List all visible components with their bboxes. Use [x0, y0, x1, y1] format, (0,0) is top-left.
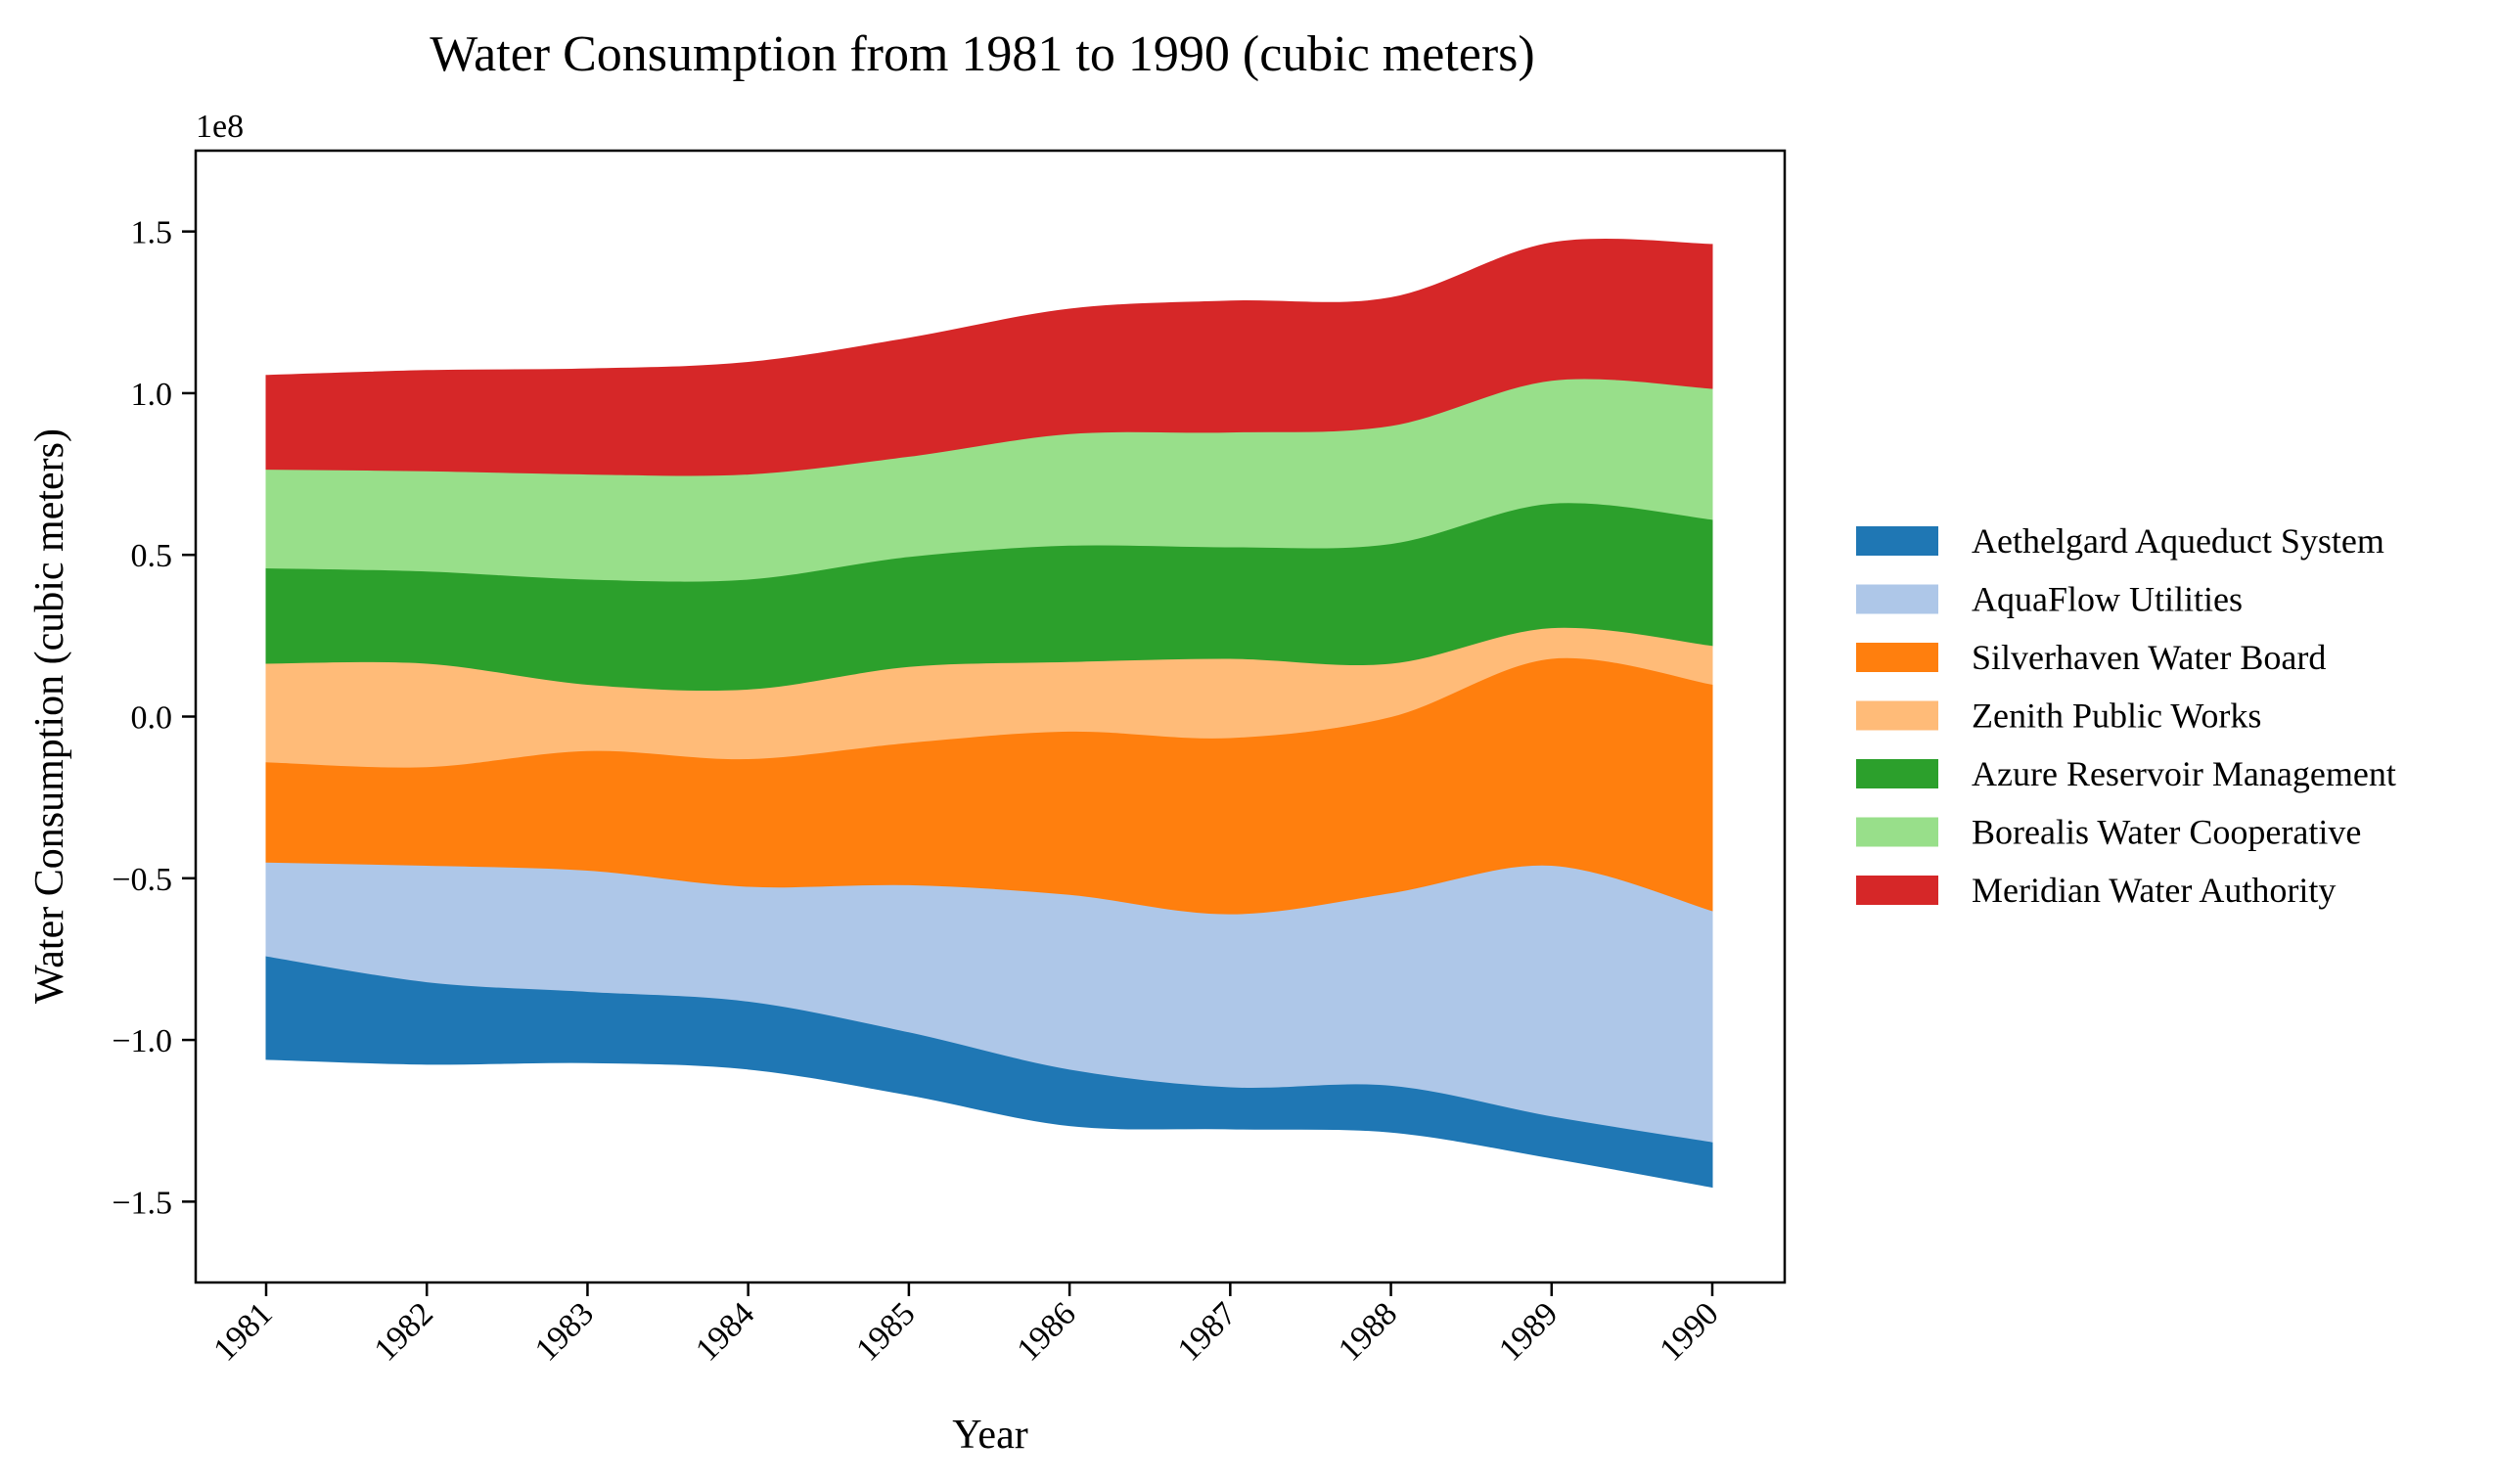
x-tick-label: 1981	[206, 1295, 279, 1368]
x-axis-title: Year	[952, 1413, 1027, 1458]
legend-label: Azure Reservoir Management	[1972, 754, 2396, 793]
x-tick-label: 1982	[368, 1295, 440, 1368]
legend-label: AquaFlow Utilities	[1972, 580, 2243, 619]
x-tick-label: 1987	[1171, 1295, 1244, 1368]
y-tick-label: 1.0	[131, 377, 173, 413]
legend-swatch	[1856, 584, 1938, 614]
legend: Aethelgard Aqueduct System AquaFlow Utili…	[1856, 521, 2396, 910]
legend-swatch	[1856, 817, 1938, 847]
chart-title: Water Consumption from 1981 to 1990 (cub…	[430, 26, 1534, 82]
area-meridian-water-authority	[265, 239, 1713, 476]
x-tick-label: 1986	[1011, 1295, 1083, 1368]
y-tick-label: −1.0	[112, 1023, 172, 1059]
x-tick-label: 1984	[689, 1295, 761, 1368]
x-tick-label: 1990	[1653, 1295, 1725, 1368]
legend-label: Meridian Water Authority	[1972, 871, 2336, 910]
legend-swatch	[1856, 700, 1938, 731]
legend-label: Aethelgard Aqueduct System	[1972, 521, 2384, 561]
y-tick-label: 1.5	[131, 215, 173, 251]
stream-areas	[265, 239, 1713, 1189]
legend-label: Borealis Water Cooperative	[1972, 813, 2361, 852]
y-tick-label: 0.5	[131, 538, 173, 574]
legend-label: Zenith Public Works	[1972, 697, 2261, 736]
y-axis-offset-label: 1e8	[196, 109, 244, 145]
legend-swatch	[1856, 526, 1938, 556]
x-tick-label: 1989	[1492, 1295, 1565, 1368]
y-tick-label: 0.0	[131, 700, 173, 737]
x-axis: 1981 1982 1983 1984 1985 1986 1987 1988 1989 1990	[206, 1282, 1726, 1369]
y-tick-label: −0.5	[112, 862, 172, 898]
y-axis: −1.5 −1.0 −0.5 0.0 0.5 1.0 1.5	[112, 215, 196, 1221]
x-tick-label: 1983	[528, 1295, 601, 1368]
x-tick-label: 1985	[849, 1295, 922, 1368]
legend-swatch	[1856, 643, 1938, 672]
x-tick-label: 1988	[1332, 1295, 1404, 1368]
y-axis-title: Water Consumption (cubic meters)	[27, 428, 72, 1004]
y-tick-label: −1.5	[112, 1185, 172, 1221]
legend-swatch	[1856, 759, 1938, 788]
legend-swatch	[1856, 876, 1938, 905]
legend-label: Silverhaven Water Board	[1972, 638, 2326, 677]
